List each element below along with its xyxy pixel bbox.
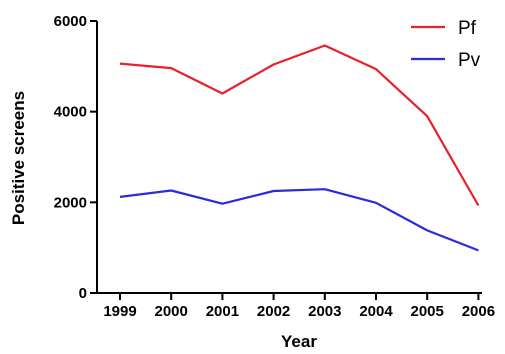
series-lines	[119, 44, 480, 252]
x-tick-label: 2006	[462, 303, 495, 320]
legend-label-pv: Pv	[458, 50, 481, 71]
y-tick-label: 4000	[54, 104, 87, 121]
x-tick-label: 2002	[257, 303, 290, 320]
axes	[96, 21, 482, 294]
x-ticks: 1999 2000 2001 2002 2003 2004 2005 2006	[103, 293, 495, 320]
legend-label-pf: Pf	[458, 18, 477, 39]
x-tick-label: 2000	[155, 303, 188, 320]
y-tick-label: 6000	[54, 13, 87, 30]
x-tick-label: 2003	[308, 303, 341, 320]
x-tick-label: 2001	[206, 303, 239, 320]
x-tick-label: 2005	[411, 303, 444, 320]
x-axis-title: Year	[281, 332, 317, 351]
x-tick-label: 2004	[359, 303, 393, 320]
legend: Pf Pv	[411, 18, 481, 71]
y-tick-label: 0	[79, 285, 87, 302]
y-tick-label: 2000	[54, 194, 87, 211]
x-tick-label: 1999	[103, 303, 136, 320]
series-line-pv	[119, 188, 479, 252]
series-line-pf	[119, 44, 480, 207]
y-ticks: 0 2000 4000 6000	[54, 13, 97, 302]
y-axis-title: Positive screens	[9, 91, 28, 225]
